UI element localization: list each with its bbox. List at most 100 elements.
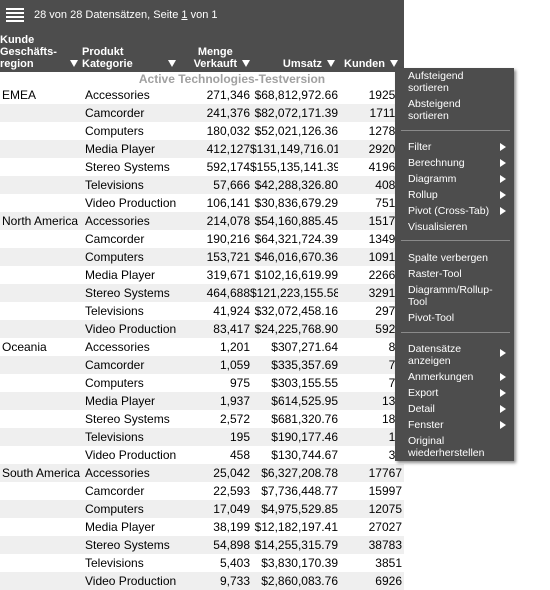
menu-item-visualize[interactable]: Visualisieren [408,221,510,233]
page-number-link[interactable]: 1 [181,9,188,21]
report-table: 28 von 28 Datensätzen, Seite 1 von 1 Kun… [0,0,404,590]
menu-item-label: Datensätze anzeigen [408,343,462,367]
cell-region [2,428,82,446]
cell-product: Stereo Systems [85,538,170,552]
cell-revenue: $681,320.76 [271,412,338,426]
menu-item-chart[interactable]: Diagramm [408,173,510,185]
table-row[interactable]: Oceania Accessories 1,201 $307,271.6485 [0,338,404,356]
table-row[interactable]: South America Accessories 25,042 $6,327,208… [0,464,404,482]
table-row[interactable]: Televisions 5,403 $3,830,170.39 3851 [0,554,404,572]
cell-revenue: $102,16,619.99 [254,268,338,282]
cell-revenue: $335,357.69 [271,358,338,372]
cell-customers: 15997 [368,484,402,498]
menu-divider [401,130,510,131]
column-header-product-label: Produkt Kategorie [82,46,133,70]
cell-customers: 15177 [368,214,402,228]
table-row[interactable]: Stereo Systems 54,898 $14,255,315.79 38783 [0,536,404,554]
cell-quantity: 22,593 [213,484,250,498]
menu-item-show-records[interactable]: Datensätze anzeigen [408,343,510,367]
menu-item-calculation[interactable]: Berechnung [408,157,510,169]
table-row[interactable]: Video Production 9,733 $2,860,083.76 6926 [0,572,404,590]
menu-item-pivot[interactable]: Pivot (Cross-Tab) [408,205,510,217]
cell-revenue: $4,975,529.85 [261,502,338,516]
table-row[interactable]: North America Accessories 214,078 $54,160,8… [0,212,404,230]
cell-revenue: $46,016,670.36 [254,250,338,264]
cell-quantity: 83,417 [213,322,250,336]
menu-item-label: Aufsteigend sortieren [408,70,464,94]
cell-quantity: 458 [229,448,250,462]
table-row[interactable]: Camcorder 1,059 $335,357.6975 [0,356,404,374]
table-row[interactable]: Camcorder 22,593 $7,736,448.77 15997 [0,482,404,500]
menu-item-filter[interactable]: Filter [408,141,510,153]
table-row[interactable]: Computers 180,032 $52,021,126.36 12788 [0,122,404,140]
cell-region [2,140,82,158]
cell-region [2,518,82,536]
table-row[interactable]: Camcorder 241,376 $82,072,171.39 17116 [0,104,404,122]
table-row[interactable]: Video Production 106,141 $30,836,679.29 751… [0,194,404,212]
table-row[interactable]: EMEA Accessories 271,346 $68,812,972.66 1925… [0,86,404,104]
table-row[interactable]: Media Player 412,127 $131,149,716.01 29202 [0,140,404,158]
cell-product: Media Player [85,394,156,408]
triangle-down-icon[interactable] [390,60,398,67]
cell-customers: 19258 [368,88,402,102]
menu-divider [401,332,510,333]
cell-quantity: 41,924 [213,304,250,318]
table-row[interactable]: Televisions 195 $190,177.4614 [0,428,404,446]
cell-region [2,122,82,140]
table-row[interactable]: Video Production 83,417 $24,225,768.90 5920 [0,320,404,338]
table-row[interactable]: Video Production 458 $130,744.6733 [0,446,404,464]
cell-region [2,176,82,194]
hamburger-icon[interactable] [6,7,24,23]
cell-quantity: 17,049 [213,502,250,516]
column-header-revenue[interactable]: Umsatz [250,30,335,72]
column-header-region-label: Kunde Geschäfts- region [0,34,57,70]
column-header-product[interactable]: Produkt Kategorie [82,30,180,72]
menu-item-chart-rollup-tool[interactable]: Diagramm/Rollup- Tool [408,284,510,308]
column-header-region[interactable]: Kunde Geschäfts- region [0,30,82,72]
triangle-down-icon[interactable] [327,60,335,67]
table-row[interactable]: Media Player 38,199 $12,182,197.41 27027 [0,518,404,536]
triangle-down-icon[interactable] [168,60,176,67]
menu-item-detail[interactable]: Detail [408,403,510,415]
cell-customers: 7510 [375,196,402,210]
cell-customers: 5920 [375,322,402,336]
cell-customers: 10910 [368,250,402,264]
menu-item-label: Original wiederherstellen [408,435,485,459]
menu-item-sort-descending[interactable]: Absteigend sortieren [408,98,510,122]
triangle-down-icon[interactable] [242,60,250,67]
menu-item-sort-ascending[interactable]: Aufsteigend sortieren [408,70,510,94]
menu-item-hide-column[interactable]: Spalte verbergen [408,252,510,264]
table-row[interactable]: Media Player 1,937 $614,525.95 137 [0,392,404,410]
menu-item-pivot-tool[interactable]: Pivot-Tool [408,312,510,324]
column-header-row: Kunde Geschäfts- region Produkt Kategori… [0,30,404,72]
table-row[interactable]: Computers 153,721 $46,016,670.36 10910 [0,248,404,266]
column-header-quantity[interactable]: Menge Verkauft [180,30,250,72]
menu-item-grid-tool[interactable]: Raster-Tool [408,268,510,280]
triangle-down-icon[interactable] [70,60,78,67]
menu-item-label: Raster-Tool [408,268,462,280]
column-header-customers[interactable]: Kunden [335,30,404,72]
table-row[interactable]: Televisions 41,924 $32,072,458.16 2971 [0,302,404,320]
menu-item-comments[interactable]: Anmerkungen [408,371,510,383]
menu-item-export[interactable]: Export [408,387,510,399]
cell-revenue: $130,744.67 [271,448,338,462]
cell-revenue: $32,072,458.16 [254,304,338,318]
table-row[interactable]: Camcorder 190,216 $64,321,724.39 13491 [0,230,404,248]
table-row[interactable]: Media Player 319,671 $102,16,619.99 22661 [0,266,404,284]
menu-item-label: Diagramm [408,173,457,185]
table-row[interactable]: Computers 17,049 $4,975,529.85 12075 [0,500,404,518]
table-row[interactable]: Stereo Systems 592,174 $155,135,141.39 4196… [0,158,404,176]
menu-item-window[interactable]: Fenster [408,419,510,431]
table-row[interactable]: Computers 975 $303,155.5570 [0,374,404,392]
menu-item-rollup[interactable]: Rollup [408,189,510,201]
table-row[interactable]: Televisions 57,666 $42,288,326.80 4085 [0,176,404,194]
menu-item-label: Filter [408,141,432,153]
table-row[interactable]: Stereo Systems 464,688 $121,223,155.58 3291… [0,284,404,302]
cell-product: Accessories [85,466,150,480]
menu-divider [401,240,510,241]
column-header-customers-label: Kunden [344,58,385,70]
menu-item-restore-original[interactable]: Original wiederherstellen [408,435,510,459]
table-row[interactable]: Stereo Systems 2,572 $681,320.76 182 [0,410,404,428]
record-count-suffix: von 1 [187,9,218,21]
cell-quantity: 25,042 [213,466,250,480]
